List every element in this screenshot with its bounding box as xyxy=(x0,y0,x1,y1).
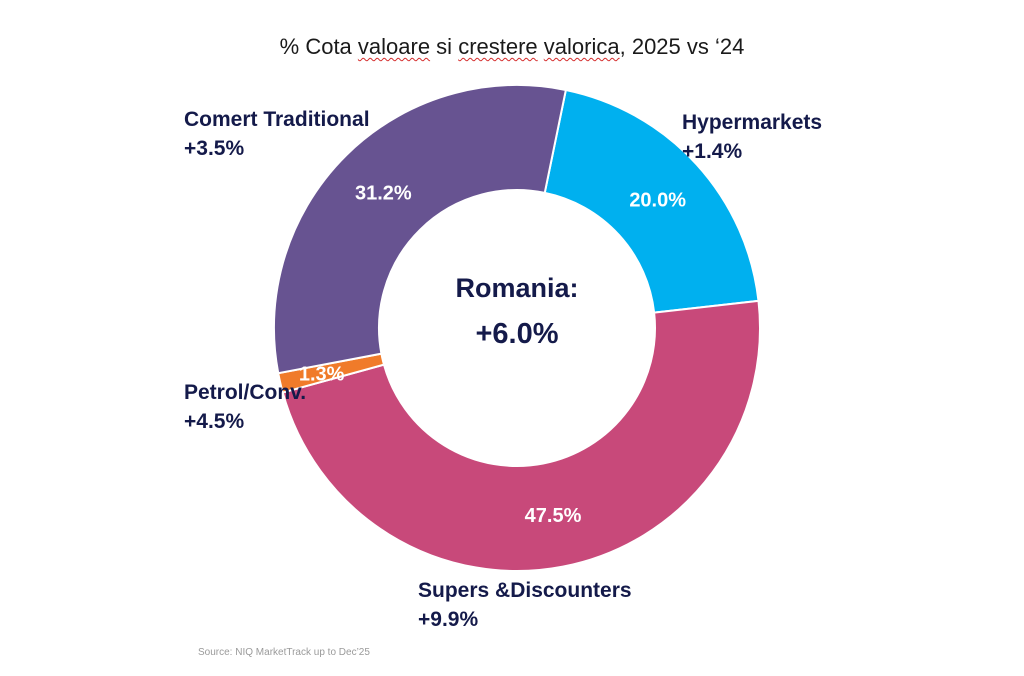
donut-segments xyxy=(273,84,761,572)
segment-share-label: 47.5% xyxy=(525,505,582,527)
center-label: Romania: xyxy=(455,273,578,303)
category-growth: +9.9% xyxy=(418,608,479,631)
chart-title: % Cota valoare si crestere valorica, 202… xyxy=(0,34,1024,60)
segment-share-label: 31.2% xyxy=(355,182,412,204)
category-name: Hypermarkets xyxy=(682,111,823,134)
donut-segment-supers-discounters xyxy=(281,299,761,572)
title-part: valoare xyxy=(357,34,431,59)
category-growth: +3.5% xyxy=(184,137,245,160)
source-note: Source: NIQ MarketTrack up to Dec’25 xyxy=(198,647,370,658)
segment-share-label: 1.3% xyxy=(299,363,345,385)
title-part: crestere xyxy=(458,34,538,59)
category-label-comert-traditional: Comert Traditional +3.5% xyxy=(184,105,370,163)
title-part: si xyxy=(430,34,459,59)
category-growth: +1.4% xyxy=(682,140,743,163)
center-value: +6.0% xyxy=(475,318,558,350)
title-part: % Cota xyxy=(279,34,358,59)
donut-segment-comert-traditional xyxy=(273,84,568,375)
category-label-hypermarkets: Hypermarkets +1.4% xyxy=(682,108,822,166)
category-growth: +4.5% xyxy=(184,410,245,433)
category-name: Supers &Discounters xyxy=(418,579,632,602)
category-name: Comert Traditional xyxy=(184,108,370,131)
segment-share-label: 20.0% xyxy=(629,190,686,212)
donut-segment-hypermarkets xyxy=(543,88,760,314)
category-label-petrol-conv: Petrol/Conv. +4.5% xyxy=(184,378,306,436)
category-label-supers-discounters: Supers &Discounters +9.9% xyxy=(418,576,632,634)
donut-segment-labels: 20.0% 47.5% 1.3% 31.2% xyxy=(299,182,686,527)
title-part: valorica xyxy=(543,34,620,59)
category-name: Petrol/Conv. xyxy=(184,381,307,404)
title-part: , 2025 vs ‘24 xyxy=(619,34,745,59)
